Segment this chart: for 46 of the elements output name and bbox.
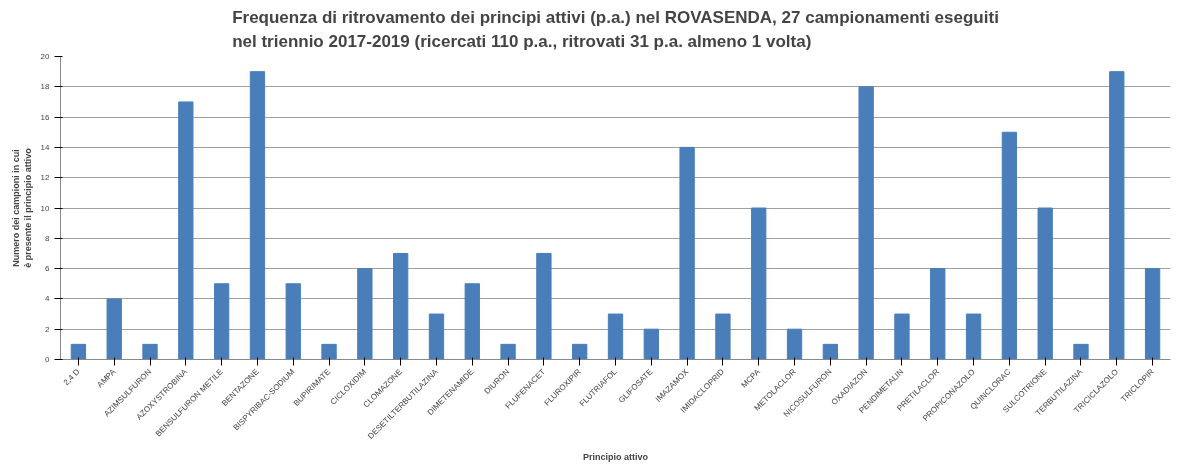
y-tick-label: 18 xyxy=(40,82,51,92)
x-tick-label: 2,4 D xyxy=(61,367,82,388)
bar xyxy=(1109,71,1125,360)
bar xyxy=(751,207,767,360)
y-tick-label: 16 xyxy=(40,112,51,122)
bar xyxy=(1037,207,1053,360)
bar xyxy=(679,146,695,360)
y-tick-label: 12 xyxy=(40,173,51,183)
bar xyxy=(142,343,158,360)
bar xyxy=(249,71,266,360)
y-tick-label: 4 xyxy=(45,294,51,304)
bar xyxy=(1073,343,1089,360)
bar xyxy=(500,343,516,360)
y-tick-label: 8 xyxy=(45,233,51,243)
bar xyxy=(464,283,480,360)
y-tick-label: 20 xyxy=(40,52,51,61)
bar xyxy=(393,252,409,360)
bar xyxy=(965,313,982,360)
bar xyxy=(822,343,838,360)
bar xyxy=(858,86,874,360)
bar xyxy=(321,343,337,360)
chart-title: Frequenza di ritrovamento dei principi attivi (p.a.) nel ROVASENDA, 27 campionamenti eseguiti nel triennio 2017-2019 (ricercati 110 p.a., ritrovati 31 p.a. almeno 1 volta) xyxy=(232,7,999,52)
bar xyxy=(786,328,803,360)
x-axis-title: Principio attivo xyxy=(583,452,649,463)
bar xyxy=(178,101,194,360)
bar xyxy=(213,283,230,360)
bar xyxy=(536,252,552,360)
y-tick-label: 2 xyxy=(45,324,51,334)
y-axis-title: Numero dei campioni in cui è presente il principio attivo xyxy=(10,147,33,268)
bar xyxy=(1144,268,1161,360)
bar xyxy=(357,268,373,360)
bar xyxy=(930,268,946,360)
y-tick-label: 0 xyxy=(45,355,51,364)
bar xyxy=(715,313,731,360)
bar xyxy=(1001,131,1018,360)
bar xyxy=(572,343,588,360)
y-tick-label: 10 xyxy=(40,203,51,213)
y-tick-label: 6 xyxy=(45,264,51,274)
y-tick-label: 14 xyxy=(40,142,51,152)
bar xyxy=(285,283,301,360)
bar xyxy=(894,313,910,360)
bar xyxy=(70,343,87,360)
bar xyxy=(643,328,659,360)
bar xyxy=(607,313,624,360)
bar xyxy=(106,298,122,360)
bar xyxy=(428,313,445,360)
